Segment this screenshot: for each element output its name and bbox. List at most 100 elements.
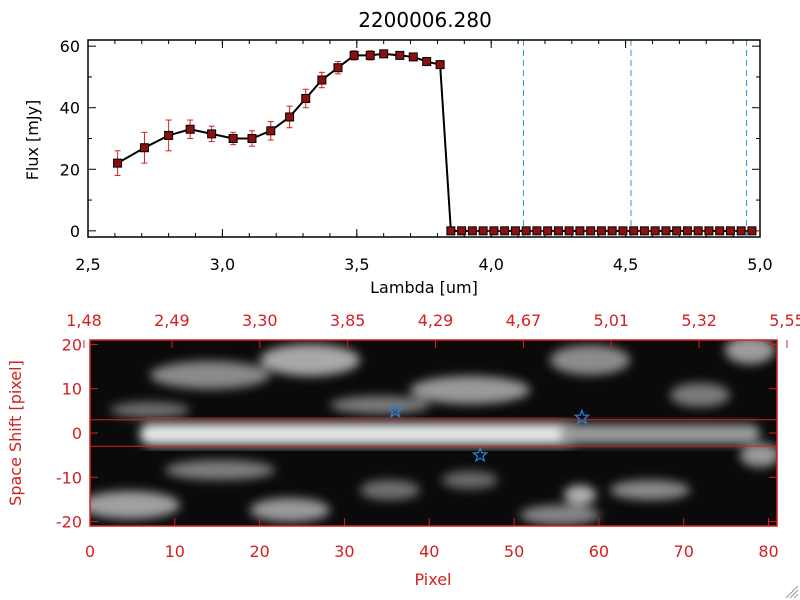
- x-tick-label: 80: [758, 542, 778, 561]
- x-tick-label: 4,0: [478, 255, 503, 274]
- data-point: [586, 226, 596, 236]
- data-point: [478, 226, 488, 236]
- top-tick-label: 2,49: [154, 311, 190, 330]
- data-point: [715, 226, 725, 236]
- y-tick-label: 40: [60, 99, 80, 118]
- x-tick-label: 40: [419, 542, 439, 561]
- y-tick-label: 0: [70, 222, 80, 241]
- data-point: [543, 226, 553, 236]
- star-marker: [573, 408, 591, 425]
- data-point: [521, 226, 531, 236]
- data-point: [301, 93, 311, 103]
- data-point: [266, 126, 276, 136]
- data-point: [510, 226, 520, 236]
- data-point: [457, 226, 467, 236]
- x-tick-label: 3,5: [344, 255, 369, 274]
- x-tick-label: 10: [165, 542, 185, 561]
- data-point: [704, 226, 714, 236]
- x-tick-label: 5,0: [747, 255, 772, 274]
- x-tick-label: 0: [85, 542, 95, 561]
- data-point: [228, 134, 238, 143]
- spatial-y-ticks: -20 -10 0 10 20: [56, 335, 777, 532]
- top-tick-label: 5,55: [769, 311, 800, 330]
- top-tick-label: 3,85: [330, 311, 366, 330]
- x-tick-label: 60: [589, 542, 609, 561]
- x-tick-label: 30: [334, 542, 354, 561]
- top-tick-label: 4,29: [418, 311, 454, 330]
- data-point: [422, 57, 432, 67]
- x-tick-label: 20: [249, 542, 269, 561]
- top-tick-label: 1,48: [66, 311, 102, 330]
- y-tick-label: 10: [62, 380, 82, 399]
- data-point: [661, 226, 671, 236]
- data-point: [164, 130, 174, 140]
- top-tick-label: 5,32: [681, 311, 717, 330]
- x-tick-label: 4,5: [613, 255, 638, 274]
- data-point: [349, 50, 359, 60]
- x-tick-label: 70: [674, 542, 694, 561]
- data-point: [596, 226, 606, 236]
- spatial-image-overlays: [90, 402, 777, 463]
- data-point: [435, 60, 445, 70]
- spectrum-x-ticks: 2,5 3,0 3,5 4,0 4,5 5,0: [75, 40, 773, 274]
- data-point: [446, 226, 456, 236]
- data-point: [682, 226, 692, 236]
- star-marker: [387, 402, 404, 418]
- spatial-y-label: Space Shift [pixel]: [6, 360, 25, 506]
- data-point: [607, 226, 617, 236]
- y-tick-label: 60: [60, 37, 80, 56]
- y-tick-label: 20: [60, 160, 80, 179]
- spectrum-x-label: Lambda [um]: [370, 278, 478, 297]
- x-tick-label: 50: [504, 542, 524, 561]
- spatial-x-ticks: 0 10 20 30 40 50 60 70 80: [85, 518, 779, 561]
- resize-grip-icon[interactable]: [785, 585, 799, 599]
- data-point: [672, 226, 682, 236]
- spectrum-y-label: Flux [mJy]: [23, 100, 42, 181]
- data-point: [629, 226, 639, 236]
- spatial-image-panel: -20 -10 0 10 20 0 10 20 30 40 50 60 70 80 1,48 2,49 3,…: [6, 311, 800, 589]
- spatial-image: [90, 340, 777, 526]
- x-tick-label: 3,0: [210, 255, 235, 274]
- data-point: [618, 226, 628, 236]
- data-point: [408, 52, 418, 62]
- data-point: [285, 112, 295, 122]
- chart-title: 2200006.280: [358, 8, 492, 32]
- data-point: [247, 134, 257, 143]
- data-point: [379, 49, 389, 59]
- spectrum-vlines: [522, 40, 748, 237]
- data-point: [575, 226, 585, 236]
- star-marker: [471, 446, 489, 463]
- data-point: [317, 75, 327, 85]
- y-tick-label: -20: [56, 513, 82, 532]
- top-tick-label: 5,01: [593, 311, 629, 330]
- data-point: [467, 226, 477, 236]
- data-point: [553, 226, 563, 236]
- y-tick-label: -10: [56, 468, 82, 487]
- data-point: [747, 226, 757, 236]
- data-point: [650, 226, 660, 236]
- spatial-top-ticks: 1,48 2,49 3,30 3,85 4,29 4,67 5,01 5,32 5,55: [66, 311, 800, 348]
- data-point: [395, 50, 405, 60]
- data-point: [113, 158, 123, 168]
- data-point: [725, 226, 735, 236]
- data-point: [207, 129, 217, 139]
- data-point: [693, 226, 703, 236]
- flux-line: [117, 52, 752, 232]
- data-point: [639, 226, 649, 236]
- data-point: [139, 143, 149, 153]
- spatial-x-label: Pixel: [414, 570, 451, 589]
- data-point: [564, 226, 574, 236]
- y-tick-label: 20: [62, 335, 82, 354]
- spectrum-plot: 2200006.280 0 20 40 60 2,5 3,0 3,5 4,0 4,5 5,0 L…: [23, 8, 773, 297]
- x-tick-label: 2,5: [75, 255, 100, 274]
- data-point: [185, 124, 195, 134]
- spectrum-series: [113, 49, 760, 236]
- data-point: [365, 50, 375, 60]
- data-point: [532, 226, 542, 236]
- data-point: [489, 226, 499, 236]
- data-point: [500, 226, 510, 236]
- data-point: [333, 63, 343, 73]
- top-tick-label: 4,67: [506, 311, 542, 330]
- y-tick-label: 0: [72, 424, 82, 443]
